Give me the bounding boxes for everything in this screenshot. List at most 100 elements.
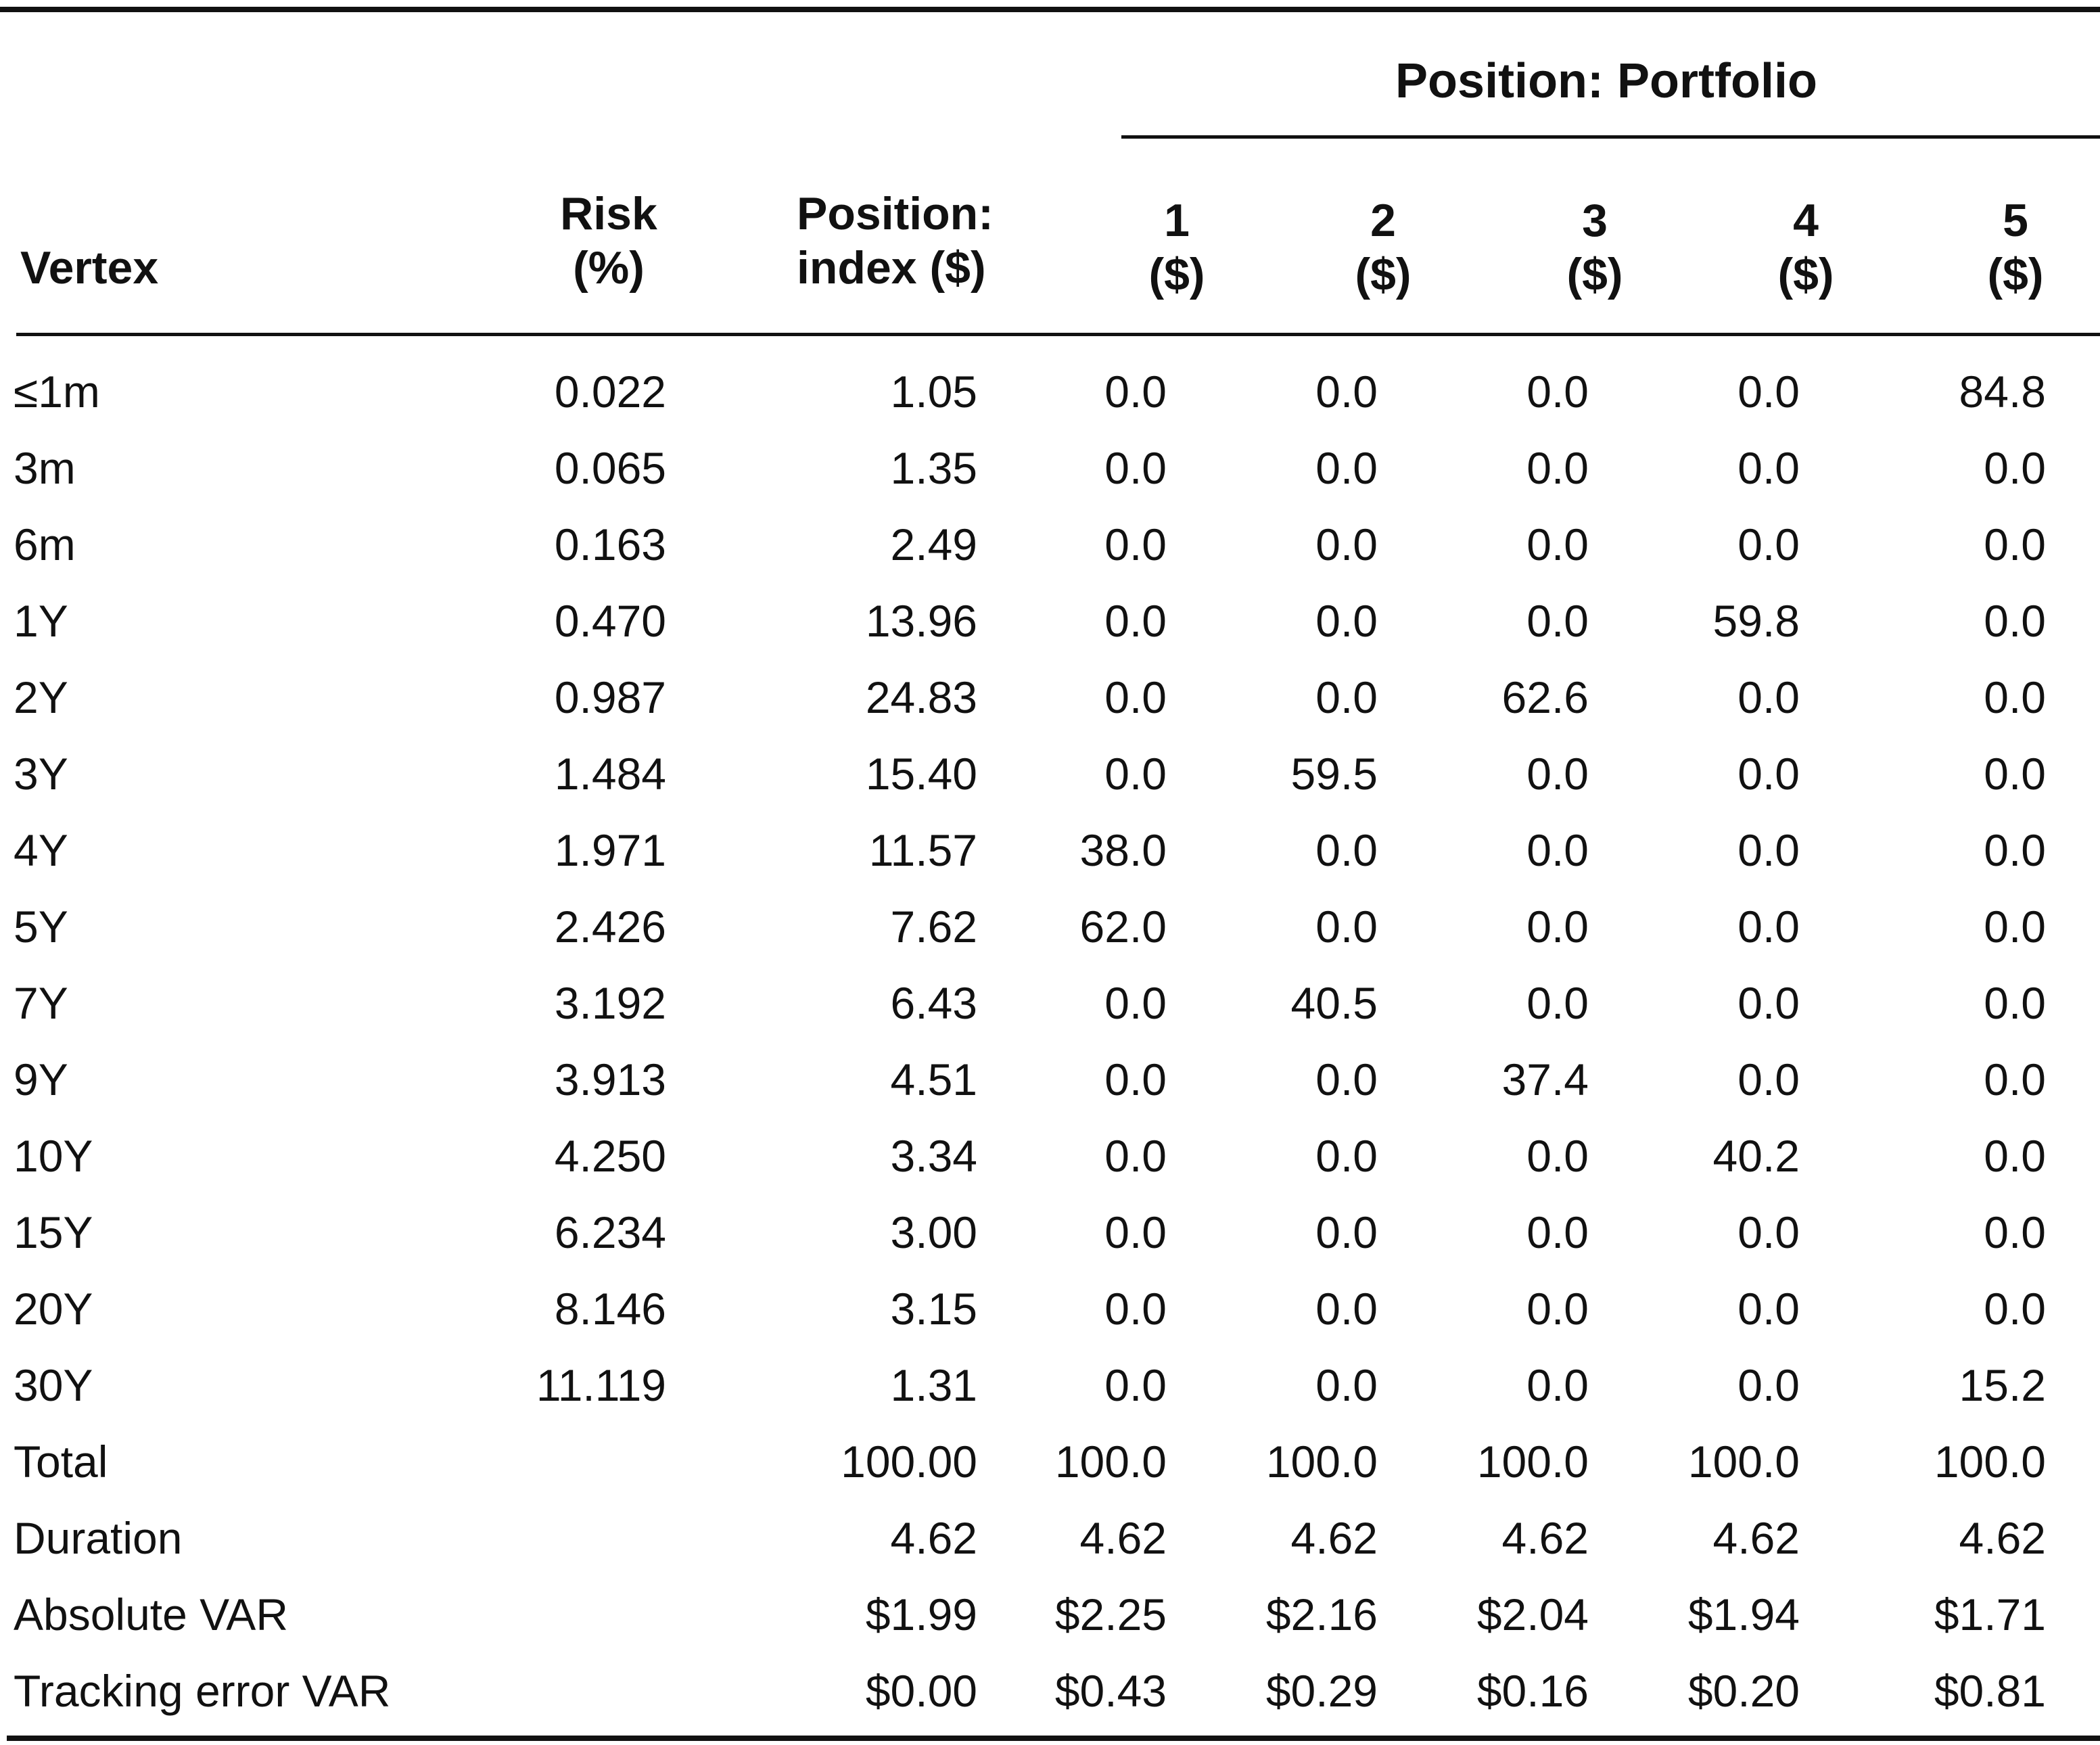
cell-portfolio-4: 0.0 bbox=[1737, 366, 1800, 417]
column-header-index: Position: index ($) bbox=[797, 187, 994, 295]
cell-index: 4.51 bbox=[890, 1054, 977, 1104]
cell-portfolio-2: $0.29 bbox=[1265, 1665, 1378, 1716]
cell-portfolio-2: $2.16 bbox=[1265, 1589, 1378, 1639]
cell-portfolio-5: 0.0 bbox=[1984, 1054, 2046, 1104]
cell-portfolio-4: 0.0 bbox=[1737, 1207, 1800, 1257]
cell-portfolio-2: 40.5 bbox=[1290, 977, 1378, 1028]
cell-index: 15.40 bbox=[865, 748, 977, 799]
cell-vertex: 1Y bbox=[14, 595, 68, 646]
cell-risk: 3.192 bbox=[554, 977, 666, 1028]
cell-vertex: 4Y bbox=[14, 824, 68, 875]
cell-risk bbox=[504, 1576, 680, 1652]
column-header-portfolio-1-line2: ($) bbox=[1148, 249, 1205, 300]
cell-portfolio-4: 0.0 bbox=[1737, 1359, 1800, 1410]
cell-portfolio-2: 0.0 bbox=[1315, 1054, 1378, 1104]
cell-risk: 4.250 bbox=[554, 1130, 666, 1181]
cell-portfolio-3: 37.4 bbox=[1501, 1054, 1589, 1104]
table-row: Total 100.00 100.0 100.0 100.0 100.0 100.0 bbox=[0, 1423, 2100, 1499]
bottom-rule bbox=[7, 1736, 2100, 1741]
column-header-index-line1: Position: bbox=[797, 188, 994, 239]
cell-index: $1.99 bbox=[865, 1589, 977, 1639]
cell-risk: 3.913 bbox=[554, 1054, 666, 1104]
cell-portfolio-5: 0.0 bbox=[1984, 901, 2046, 952]
cell-risk: 11.119 bbox=[536, 1359, 666, 1410]
cell-vertex: 5Y bbox=[14, 901, 68, 952]
cell-vertex: 3Y bbox=[14, 748, 68, 799]
cell-portfolio-4: 4.62 bbox=[1712, 1512, 1800, 1563]
cell-portfolio-1: 38.0 bbox=[1079, 824, 1167, 875]
cell-portfolio-4: 100.0 bbox=[1687, 1436, 1800, 1487]
table-row: 30Y 11.119 1.31 0.0 0.0 0.0 0.0 15.2 bbox=[0, 1347, 2100, 1423]
cell-vertex: 9Y bbox=[14, 1054, 68, 1104]
column-header-index-line2: index ($) bbox=[797, 242, 986, 294]
cell-portfolio-2: 0.0 bbox=[1315, 1283, 1378, 1334]
table-row: Tracking error VAR $0.00 $0.43 $0.29 $0.16 $0… bbox=[0, 1652, 2100, 1729]
table-row: Duration 4.62 4.62 4.62 4.62 4.62 4.62 bbox=[0, 1499, 2100, 1576]
cell-portfolio-3: 0.0 bbox=[1526, 519, 1589, 569]
cell-portfolio-3: 0.0 bbox=[1526, 1207, 1589, 1257]
cell-risk bbox=[504, 1499, 680, 1576]
cell-portfolio-1: 0.0 bbox=[1104, 1359, 1167, 1410]
cell-index: $0.00 bbox=[865, 1665, 977, 1716]
cell-portfolio-4: 0.0 bbox=[1737, 748, 1800, 799]
cell-risk: 1.484 bbox=[554, 748, 666, 799]
cell-portfolio-5: 0.0 bbox=[1984, 748, 2046, 799]
cell-risk: 0.022 bbox=[554, 366, 666, 417]
cell-portfolio-1: 0.0 bbox=[1104, 1207, 1167, 1257]
cell-portfolio-1: 4.62 bbox=[1079, 1512, 1167, 1563]
portfolio-positions-table: ≤1m 0.022 1.05 0.0 0.0 0.0 0.0 84.8 3m 0.065 1.35 0… bbox=[0, 353, 2100, 1729]
cell-vertex: Total bbox=[14, 1436, 108, 1487]
column-header-portfolio-4-line2: ($) bbox=[1777, 249, 1834, 300]
cell-portfolio-1: 0.0 bbox=[1104, 977, 1167, 1028]
column-header-portfolio-4: 4 ($) bbox=[1738, 193, 1873, 302]
column-header-portfolio-2-line2: ($) bbox=[1355, 249, 1411, 300]
cell-portfolio-5: 0.0 bbox=[1984, 1207, 2046, 1257]
cell-vertex: 10Y bbox=[14, 1130, 93, 1181]
cell-portfolio-5: 0.0 bbox=[1984, 442, 2046, 493]
cell-portfolio-4: 0.0 bbox=[1737, 1054, 1800, 1104]
cell-risk: 0.470 bbox=[554, 595, 666, 646]
table-row: 20Y 8.146 3.15 0.0 0.0 0.0 0.0 0.0 bbox=[0, 1270, 2100, 1347]
cell-vertex: 7Y bbox=[14, 977, 68, 1028]
table-row: 7Y 3.192 6.43 0.0 40.5 0.0 0.0 0.0 bbox=[0, 964, 2100, 1041]
column-header-portfolio-2-line1: 2 bbox=[1370, 195, 1396, 246]
cell-index: 1.31 bbox=[890, 1359, 977, 1410]
table-row: 3m 0.065 1.35 0.0 0.0 0.0 0.0 0.0 bbox=[0, 429, 2100, 506]
column-header-risk-line1: Risk bbox=[560, 188, 657, 239]
cell-portfolio-1: $0.43 bbox=[1054, 1665, 1167, 1716]
column-header-portfolio-5-line1: 5 bbox=[2003, 195, 2028, 246]
column-header-portfolio-4-line1: 4 bbox=[1793, 195, 1819, 246]
table-row: 10Y 4.250 3.34 0.0 0.0 0.0 40.2 0.0 bbox=[0, 1117, 2100, 1194]
cell-portfolio-4: 0.0 bbox=[1737, 442, 1800, 493]
cell-portfolio-2: 59.5 bbox=[1290, 748, 1378, 799]
cell-portfolio-1: 0.0 bbox=[1104, 442, 1167, 493]
cell-portfolio-4: $0.20 bbox=[1687, 1665, 1800, 1716]
group-header-portfolio: Position: Portfolio bbox=[1395, 54, 1817, 108]
cell-portfolio-4: 40.2 bbox=[1712, 1130, 1800, 1181]
cell-risk: 0.163 bbox=[554, 519, 666, 569]
top-rule bbox=[0, 7, 2100, 12]
cell-risk bbox=[504, 1652, 680, 1729]
cell-portfolio-3: 0.0 bbox=[1526, 442, 1589, 493]
cell-portfolio-1: 62.0 bbox=[1079, 901, 1167, 952]
cell-portfolio-2: 0.0 bbox=[1315, 672, 1378, 722]
cell-index: 100.00 bbox=[841, 1436, 977, 1487]
cell-portfolio-4: 0.0 bbox=[1737, 977, 1800, 1028]
cell-vertex: 15Y bbox=[14, 1207, 93, 1257]
cell-portfolio-1: 0.0 bbox=[1104, 1130, 1167, 1181]
cell-portfolio-4: 0.0 bbox=[1737, 824, 1800, 875]
group-header-rule bbox=[1121, 135, 2100, 139]
cell-portfolio-4: 59.8 bbox=[1712, 595, 1800, 646]
cell-vertex: Tracking error VAR bbox=[14, 1665, 391, 1716]
cell-portfolio-3: 62.6 bbox=[1501, 672, 1589, 722]
column-header-portfolio-1: 1 ($) bbox=[1109, 193, 1244, 302]
cell-portfolio-5: 100.0 bbox=[1934, 1436, 2046, 1487]
cell-risk: 0.065 bbox=[554, 442, 666, 493]
cell-portfolio-5: 0.0 bbox=[1984, 977, 2046, 1028]
cell-portfolio-2: 4.62 bbox=[1290, 1512, 1378, 1563]
cell-index: 6.43 bbox=[890, 977, 977, 1028]
cell-portfolio-3: 0.0 bbox=[1526, 366, 1589, 417]
table-row: 4Y 1.971 11.57 38.0 0.0 0.0 0.0 0.0 bbox=[0, 812, 2100, 888]
cell-index: 1.05 bbox=[890, 366, 977, 417]
cell-portfolio-4: $1.94 bbox=[1687, 1589, 1800, 1639]
